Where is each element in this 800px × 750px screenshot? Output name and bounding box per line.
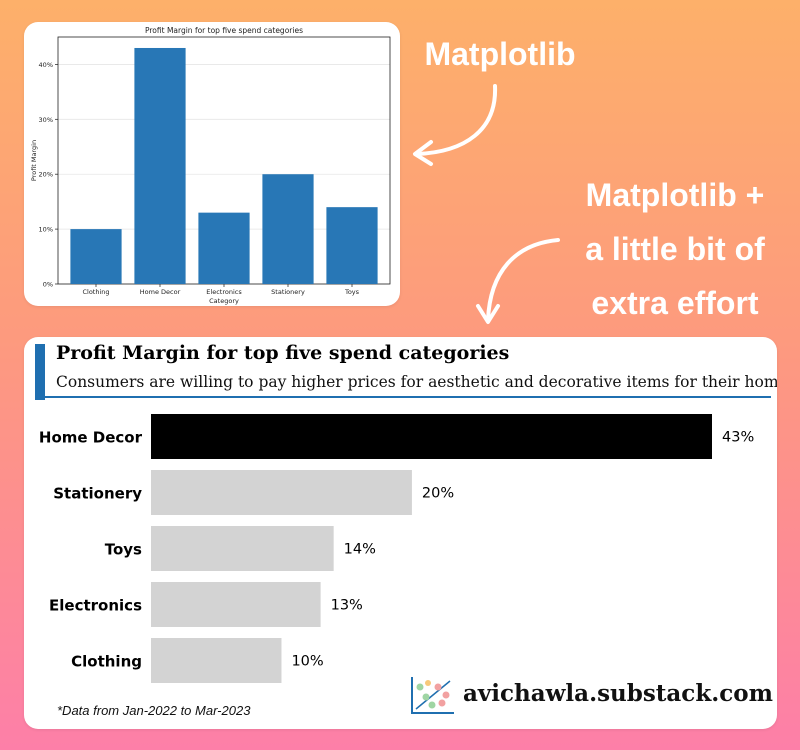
- hbar-electronics: [151, 582, 321, 627]
- title-accent-bar: [35, 344, 45, 400]
- category-label: Home Decor: [39, 429, 143, 447]
- brand-url: avichawla.substack.com: [463, 680, 773, 707]
- improved-bar-chart: Home Decor 43% Stationery 20% Toys 14% Electro…: [39, 414, 754, 683]
- curved-arrow-down-icon: [476, 238, 560, 324]
- value-label: 20%: [422, 486, 454, 502]
- hbar-clothing: [151, 638, 282, 683]
- bar-clothing: [70, 229, 122, 284]
- category-label: Stationery: [53, 485, 142, 503]
- x-tick-label: Electronics: [206, 288, 242, 296]
- category-label: Clothing: [71, 653, 142, 671]
- scatter-logo-icon: [411, 677, 454, 714]
- bar-stationery: [262, 174, 314, 284]
- improved-chart-card: Profit Margin for top five spend categor…: [24, 337, 777, 729]
- y-tick-label: 20%: [39, 171, 53, 179]
- y-tick-label: 0%: [43, 281, 53, 289]
- basic-chart-title: Profit Margin for top five spend categor…: [145, 26, 303, 35]
- title-rule: [35, 396, 771, 398]
- x-tick-label: Clothing: [82, 288, 109, 296]
- category-label: Electronics: [49, 597, 142, 615]
- y-tick-label: 10%: [39, 226, 53, 234]
- footnote: *Data from Jan-2022 to Mar-2023: [57, 703, 251, 718]
- category-label: Toys: [105, 541, 142, 559]
- x-tick-label: Home Decor: [140, 288, 181, 296]
- hbar-toys: [151, 526, 334, 571]
- callout-extra-effort: Matplotlib + a little bit of extra effor…: [570, 168, 780, 330]
- chart-subtitle: Consumers are willing to pay higher pric…: [56, 373, 777, 391]
- x-tick-label: Toys: [344, 288, 360, 296]
- hbar-stationery: [151, 470, 412, 515]
- callout-line-1: Matplotlib +: [585, 177, 765, 213]
- callout-matplotlib: Matplotlib: [424, 36, 576, 72]
- y-tick-label: 30%: [39, 116, 53, 124]
- value-label: 13%: [331, 598, 363, 614]
- chart-title: Profit Margin for top five spend categor…: [56, 342, 510, 364]
- curved-arrow-icon: [413, 84, 498, 166]
- callout-line-3: extra effort: [591, 285, 759, 321]
- bar-electronics: [198, 212, 250, 284]
- value-label: 14%: [344, 542, 376, 558]
- x-axis-label: Category: [209, 297, 239, 305]
- value-label: 43%: [722, 430, 754, 446]
- basic-bar-chart: Profit Margin for top five spend categor…: [30, 26, 391, 305]
- x-tick-label: Stationery: [271, 288, 305, 296]
- basic-chart-card: Profit Margin for top five spend categor…: [24, 22, 400, 306]
- callout-line-2: a little bit of: [585, 231, 765, 267]
- value-label: 10%: [291, 654, 323, 670]
- bar-home-decor: [134, 47, 186, 284]
- y-tick-label: 40%: [39, 61, 53, 69]
- y-axis-label: Profit Margin: [30, 140, 38, 181]
- hbar-home-decor: [151, 414, 712, 459]
- bar-toys: [326, 207, 378, 284]
